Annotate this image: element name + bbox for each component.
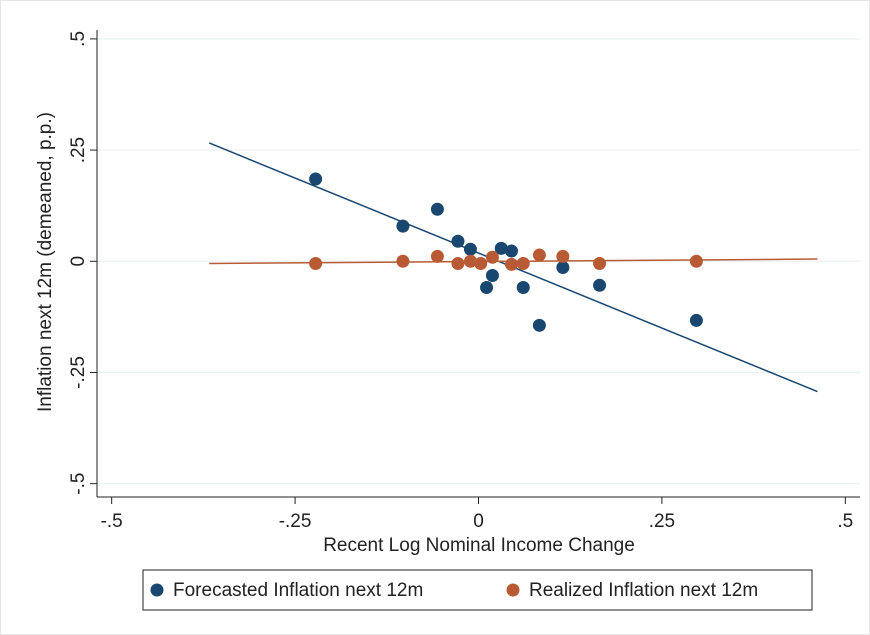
- point: [451, 257, 465, 270]
- point: [485, 250, 499, 264]
- point: [532, 318, 546, 332]
- point: [451, 234, 465, 248]
- point: [689, 313, 703, 327]
- legend-label: Realized Inflation next 12m: [529, 580, 758, 601]
- point: [516, 257, 530, 270]
- point: [485, 269, 499, 283]
- point: [463, 242, 477, 256]
- legend-box: [142, 569, 813, 611]
- y-tick-label: .25: [68, 137, 89, 163]
- x-axis-title: Recent Log Nominal Income Change: [323, 535, 635, 556]
- point: [494, 241, 508, 255]
- point: [396, 219, 410, 233]
- point: [463, 254, 477, 268]
- y-tick-label: -.5: [68, 473, 89, 495]
- point: [532, 248, 546, 262]
- point: [474, 257, 488, 270]
- point: [505, 244, 519, 258]
- legend-label: Forecasted Inflation next 12m: [173, 580, 423, 601]
- legend-marker: [150, 583, 164, 597]
- point: [556, 249, 570, 263]
- y-tick-label: .5: [68, 31, 89, 47]
- point: [689, 254, 703, 268]
- x-tick-label: .5: [837, 511, 853, 532]
- y-axis-title: Inflation next 12m (demeaned, p.p.): [35, 112, 56, 412]
- point: [430, 202, 444, 216]
- x-tick-label: 0: [473, 511, 484, 532]
- point: [309, 172, 323, 186]
- point: [309, 257, 323, 270]
- point: [430, 249, 444, 263]
- point: [556, 261, 570, 275]
- x-tick-label: -.5: [101, 511, 123, 532]
- point: [396, 254, 410, 268]
- point: [593, 257, 607, 270]
- y-tick-label: 0: [68, 256, 89, 267]
- point: [480, 281, 494, 295]
- x-tick-label: .25: [649, 511, 675, 532]
- x-tick-label: -.25: [279, 511, 312, 532]
- point: [505, 257, 519, 271]
- point: [593, 278, 607, 292]
- point: [516, 281, 530, 295]
- legend-marker: [506, 583, 520, 597]
- y-tick-label: -.25: [68, 356, 89, 389]
